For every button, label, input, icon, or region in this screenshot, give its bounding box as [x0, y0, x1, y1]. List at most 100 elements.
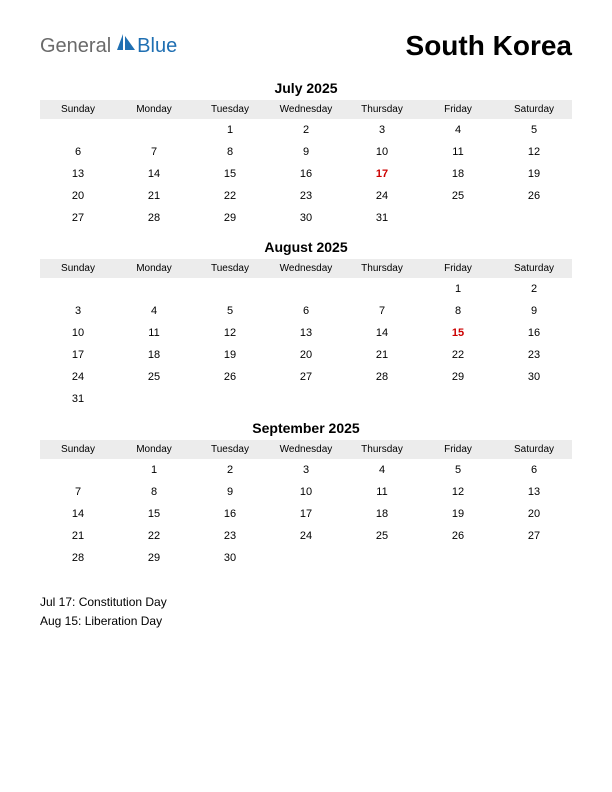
day-cell: 19	[420, 503, 496, 525]
day-header: Tuesday	[192, 259, 268, 278]
day-cell: 28	[40, 547, 116, 569]
day-header: Friday	[420, 259, 496, 278]
day-cell: 9	[192, 481, 268, 503]
day-cell-empty	[420, 388, 496, 410]
day-cell: 11	[344, 481, 420, 503]
day-header: Thursday	[344, 259, 420, 278]
holiday-notes: Jul 17: Constitution DayAug 15: Liberati…	[40, 593, 572, 631]
day-cell: 8	[420, 300, 496, 322]
day-header: Friday	[420, 100, 496, 119]
day-cell: 1	[192, 119, 268, 141]
day-cell: 17	[268, 503, 344, 525]
day-cell: 5	[496, 119, 572, 141]
day-header: Wednesday	[268, 440, 344, 459]
day-cell: 28	[344, 366, 420, 388]
day-cell: 30	[192, 547, 268, 569]
day-cell: 10	[40, 322, 116, 344]
day-cell: 8	[192, 141, 268, 163]
day-cell-empty	[344, 278, 420, 300]
day-cell: 11	[420, 141, 496, 163]
calendar-month: July 2025 SundayMondayTuesdayWednesdayThu…	[40, 80, 572, 229]
day-cell: 20	[268, 344, 344, 366]
day-header: Wednesday	[268, 259, 344, 278]
day-cell: 9	[268, 141, 344, 163]
holiday-note: Jul 17: Constitution Day	[40, 593, 572, 612]
calendar-table: SundayMondayTuesdayWednesdayThursdayFrid…	[40, 440, 572, 569]
day-cell: 26	[496, 185, 572, 207]
calendar-table: SundayMondayTuesdayWednesdayThursdayFrid…	[40, 100, 572, 229]
day-cell-empty	[420, 547, 496, 569]
day-header: Wednesday	[268, 100, 344, 119]
day-cell-empty	[40, 278, 116, 300]
day-header: Tuesday	[192, 440, 268, 459]
day-header: Friday	[420, 440, 496, 459]
day-cell: 25	[420, 185, 496, 207]
day-cell: 18	[116, 344, 192, 366]
day-cell: 27	[268, 366, 344, 388]
day-cell: 14	[344, 322, 420, 344]
day-cell-empty	[268, 388, 344, 410]
day-header: Thursday	[344, 100, 420, 119]
day-cell-empty	[344, 388, 420, 410]
day-cell: 2	[496, 278, 572, 300]
day-cell: 7	[116, 141, 192, 163]
day-cell: 2	[192, 459, 268, 481]
day-cell: 29	[116, 547, 192, 569]
month-title: July 2025	[40, 80, 572, 96]
day-cell: 15	[192, 163, 268, 185]
day-cell: 24	[268, 525, 344, 547]
day-header: Saturday	[496, 440, 572, 459]
calendar-month: September 2025SundayMondayTuesdayWednesd…	[40, 420, 572, 569]
day-header: Sunday	[40, 440, 116, 459]
day-cell: 26	[192, 366, 268, 388]
calendar-table: SundayMondayTuesdayWednesdayThursdayFrid…	[40, 259, 572, 410]
day-cell: 13	[496, 481, 572, 503]
day-cell: 29	[192, 207, 268, 229]
day-cell-empty	[116, 388, 192, 410]
day-cell: 12	[420, 481, 496, 503]
day-cell: 16	[496, 322, 572, 344]
day-cell: 3	[268, 459, 344, 481]
day-cell: 24	[344, 185, 420, 207]
day-cell: 5	[192, 300, 268, 322]
day-cell: 30	[268, 207, 344, 229]
day-cell: 5	[420, 459, 496, 481]
day-cell-empty	[40, 459, 116, 481]
day-cell: 22	[116, 525, 192, 547]
day-cell: 14	[40, 503, 116, 525]
day-cell: 3	[344, 119, 420, 141]
day-cell: 4	[420, 119, 496, 141]
day-cell: 16	[268, 163, 344, 185]
day-cell: 19	[496, 163, 572, 185]
month-title: August 2025	[40, 239, 572, 255]
day-cell: 8	[116, 481, 192, 503]
day-cell-empty	[496, 207, 572, 229]
day-cell: 6	[268, 300, 344, 322]
day-cell-empty	[116, 278, 192, 300]
day-header: Monday	[116, 440, 192, 459]
day-cell: 20	[496, 503, 572, 525]
day-cell: 25	[344, 525, 420, 547]
day-header: Monday	[116, 100, 192, 119]
day-cell: 21	[40, 525, 116, 547]
page-title: South Korea	[406, 30, 572, 62]
day-cell: 15	[116, 503, 192, 525]
day-cell: 25	[116, 366, 192, 388]
day-cell: 17	[344, 163, 420, 185]
day-cell: 13	[268, 322, 344, 344]
calendar-month: August 2025 SundayMondayTuesdayWednesdayT…	[40, 239, 572, 410]
day-cell: 23	[192, 525, 268, 547]
day-cell: 10	[344, 141, 420, 163]
day-cell: 27	[40, 207, 116, 229]
day-cell-empty	[496, 547, 572, 569]
day-cell: 19	[192, 344, 268, 366]
day-header: Tuesday	[192, 100, 268, 119]
day-cell: 3	[40, 300, 116, 322]
day-cell-empty	[268, 278, 344, 300]
holiday-note: Aug 15: Liberation Day	[40, 612, 572, 631]
day-header: Sunday	[40, 259, 116, 278]
day-cell: 14	[116, 163, 192, 185]
day-header: Thursday	[344, 440, 420, 459]
day-cell: 26	[420, 525, 496, 547]
logo-text-general: General	[40, 35, 111, 58]
